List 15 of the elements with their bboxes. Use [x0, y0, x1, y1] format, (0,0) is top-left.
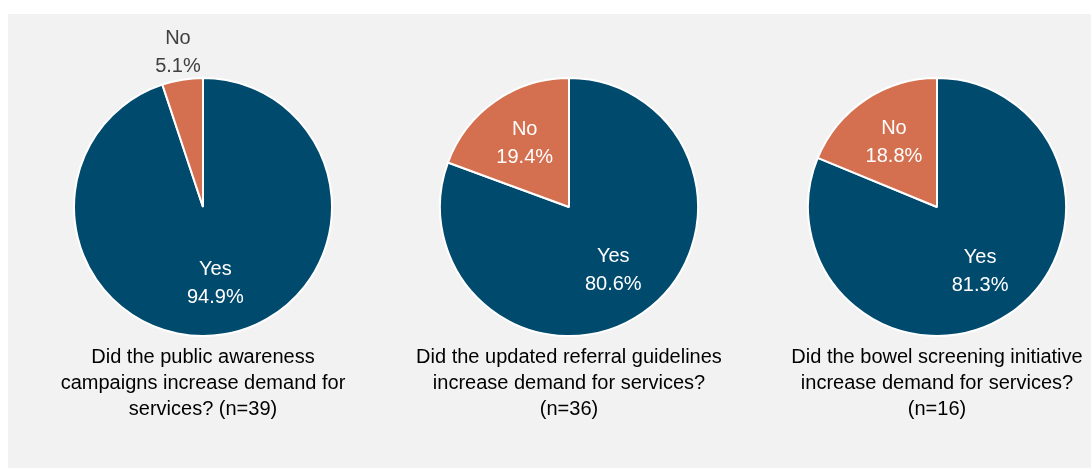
slice-label: No — [165, 25, 191, 48]
slice-label: Yes — [963, 244, 997, 267]
data-label: 5.1% — [155, 53, 201, 76]
data-label: 19.4% — [496, 145, 554, 168]
slice-label: Yes — [199, 256, 232, 279]
data-label: 80.6% — [584, 271, 642, 294]
text: Did the public awareness campaigns increase demand for services? (n=39) — [59, 344, 347, 421]
slice-label: Yes — [596, 243, 630, 266]
text: Did the bowel screening initiative increase demand for services? (n=16) — [790, 344, 1084, 421]
data-label: 94.9% — [186, 284, 244, 307]
slice-label: No — [881, 116, 907, 139]
data-label: 81.3% — [951, 272, 1009, 295]
data-label: 18.8% — [865, 144, 923, 167]
text: Did the updated referral guidelines increase demand for services? (n=36) — [415, 344, 723, 421]
slice-label: No — [511, 117, 538, 140]
